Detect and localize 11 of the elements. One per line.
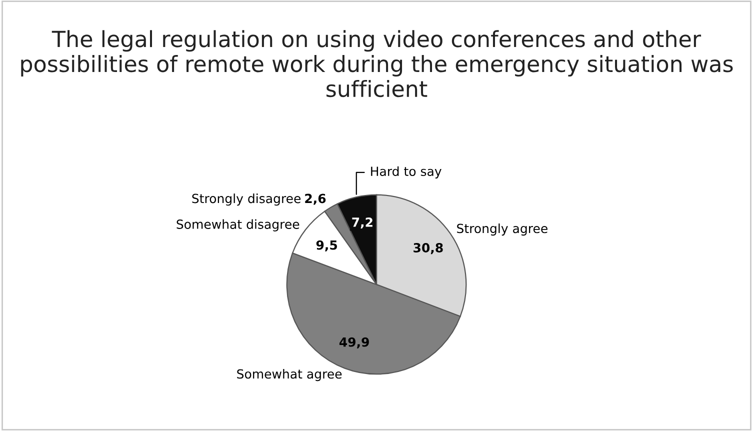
- slice-label: Somewhat agree: [237, 368, 342, 382]
- data-label: 7,2: [352, 217, 372, 229]
- slice-label: Strongly agree: [457, 223, 548, 236]
- data-label: 30,8: [414, 243, 443, 254]
- data-label: 2,6: [305, 194, 326, 205]
- slice-label: Hard to say: [371, 166, 442, 178]
- slice-label: Strongly disagree: [192, 194, 301, 206]
- slice-label: Somewhat disagree: [176, 219, 300, 232]
- data-label: 9,5: [316, 240, 337, 252]
- chart-title: The legal regulation on using video conferences and other possibilities of remote work during the emergency situation was sufficient: [21, 30, 733, 98]
- data-label: 49,9: [339, 337, 369, 348]
